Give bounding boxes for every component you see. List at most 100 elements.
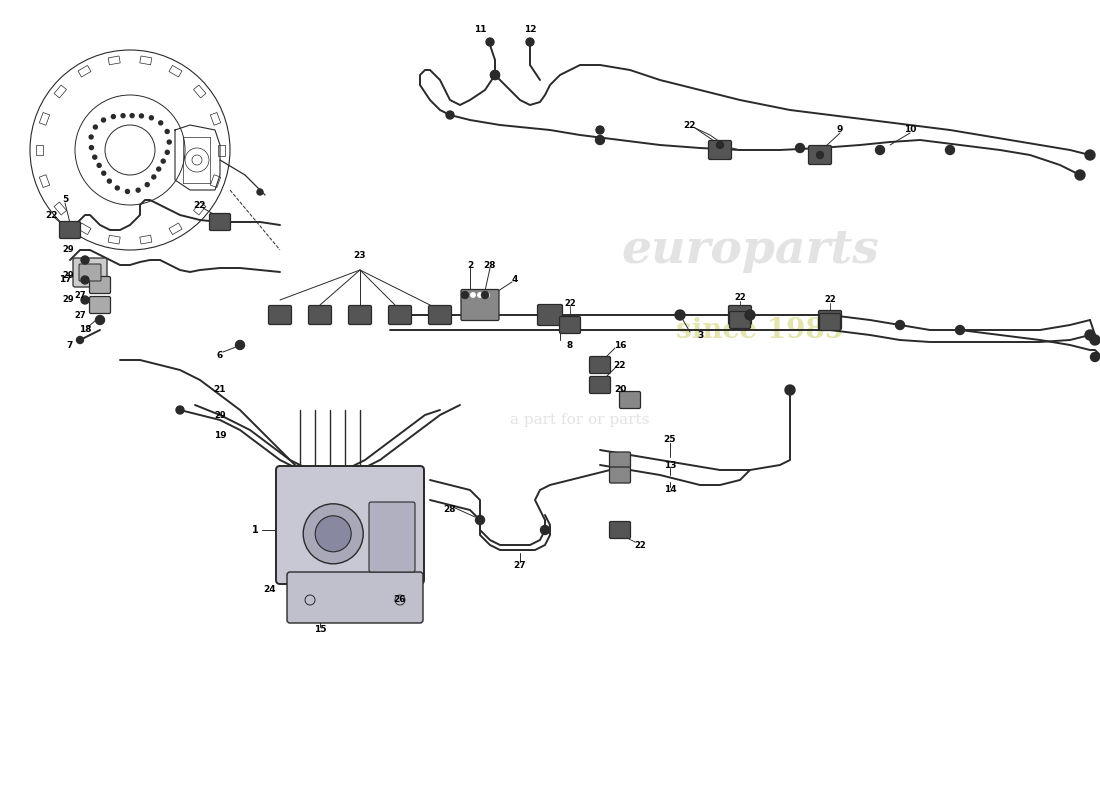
Circle shape	[485, 293, 490, 297]
FancyBboxPatch shape	[539, 306, 561, 325]
Text: 22: 22	[46, 210, 58, 219]
Circle shape	[121, 114, 125, 118]
Text: 25: 25	[663, 435, 676, 445]
FancyBboxPatch shape	[429, 306, 451, 325]
Text: 16: 16	[614, 341, 626, 350]
Circle shape	[162, 159, 165, 163]
Circle shape	[1085, 330, 1094, 340]
Circle shape	[96, 315, 104, 325]
Text: 27: 27	[74, 290, 86, 299]
Circle shape	[716, 142, 724, 149]
FancyBboxPatch shape	[590, 357, 610, 374]
Text: 2: 2	[466, 261, 473, 270]
Circle shape	[491, 70, 499, 79]
FancyBboxPatch shape	[388, 306, 411, 325]
FancyBboxPatch shape	[59, 222, 80, 238]
Bar	[108, 56, 120, 65]
Bar	[140, 235, 152, 244]
Circle shape	[94, 125, 98, 129]
Text: 27: 27	[514, 561, 526, 570]
Bar	[40, 174, 49, 187]
Text: 18: 18	[79, 326, 91, 334]
Text: 22: 22	[734, 294, 746, 302]
Circle shape	[101, 118, 106, 122]
Circle shape	[1090, 353, 1100, 362]
Circle shape	[540, 526, 550, 534]
Text: 12: 12	[524, 26, 537, 34]
Bar	[194, 202, 206, 215]
Circle shape	[675, 310, 685, 320]
Circle shape	[111, 114, 116, 118]
Circle shape	[81, 276, 89, 284]
Circle shape	[446, 111, 454, 119]
Circle shape	[876, 146, 884, 154]
Circle shape	[956, 326, 965, 334]
FancyBboxPatch shape	[276, 466, 424, 584]
Circle shape	[152, 175, 156, 179]
Text: 17: 17	[58, 275, 72, 285]
Bar	[54, 85, 66, 98]
FancyBboxPatch shape	[808, 146, 832, 165]
FancyBboxPatch shape	[538, 305, 562, 326]
Text: 22: 22	[634, 541, 646, 550]
Bar	[54, 202, 66, 215]
Text: 5: 5	[62, 195, 68, 205]
Text: 8: 8	[566, 341, 573, 350]
Text: 11: 11	[474, 26, 486, 34]
Circle shape	[596, 126, 604, 134]
FancyBboxPatch shape	[209, 214, 231, 230]
Circle shape	[156, 167, 161, 171]
Circle shape	[1090, 335, 1100, 345]
Circle shape	[526, 38, 534, 46]
Text: 9: 9	[837, 126, 844, 134]
FancyBboxPatch shape	[818, 310, 842, 330]
Bar	[140, 56, 152, 65]
Circle shape	[101, 171, 106, 175]
Circle shape	[81, 296, 89, 304]
FancyBboxPatch shape	[590, 377, 610, 394]
Text: 26: 26	[394, 595, 406, 605]
Bar	[210, 174, 221, 187]
Circle shape	[116, 186, 119, 190]
Text: 22: 22	[194, 201, 207, 210]
Circle shape	[108, 179, 111, 183]
Circle shape	[795, 143, 804, 153]
Circle shape	[316, 516, 351, 552]
Bar	[78, 223, 91, 234]
Text: 21: 21	[213, 386, 227, 394]
Text: 28: 28	[443, 506, 456, 514]
Circle shape	[130, 114, 134, 118]
Circle shape	[81, 256, 89, 264]
Circle shape	[486, 38, 494, 46]
Circle shape	[1085, 150, 1094, 160]
Bar	[40, 113, 49, 126]
Text: 29: 29	[214, 410, 225, 419]
FancyBboxPatch shape	[308, 306, 331, 325]
FancyBboxPatch shape	[349, 306, 372, 325]
FancyBboxPatch shape	[609, 467, 630, 483]
Text: since 1985: since 1985	[676, 317, 844, 343]
Circle shape	[595, 135, 605, 145]
FancyBboxPatch shape	[89, 297, 110, 314]
Circle shape	[482, 291, 488, 298]
Text: 13: 13	[663, 461, 676, 470]
Text: 24: 24	[264, 586, 276, 594]
Circle shape	[257, 189, 263, 195]
FancyBboxPatch shape	[368, 502, 415, 572]
Circle shape	[165, 150, 169, 154]
FancyBboxPatch shape	[708, 141, 732, 159]
Text: 6: 6	[217, 350, 223, 359]
Circle shape	[150, 116, 153, 120]
Bar	[108, 235, 120, 244]
Text: 22: 22	[614, 361, 626, 370]
Text: 20: 20	[614, 386, 626, 394]
Text: 23: 23	[354, 250, 366, 259]
Circle shape	[136, 188, 140, 192]
Circle shape	[89, 135, 94, 139]
Circle shape	[475, 515, 484, 525]
Circle shape	[304, 504, 363, 564]
FancyBboxPatch shape	[79, 264, 101, 281]
Text: 19: 19	[213, 430, 227, 439]
Bar	[210, 113, 221, 126]
Text: 1: 1	[252, 525, 258, 535]
